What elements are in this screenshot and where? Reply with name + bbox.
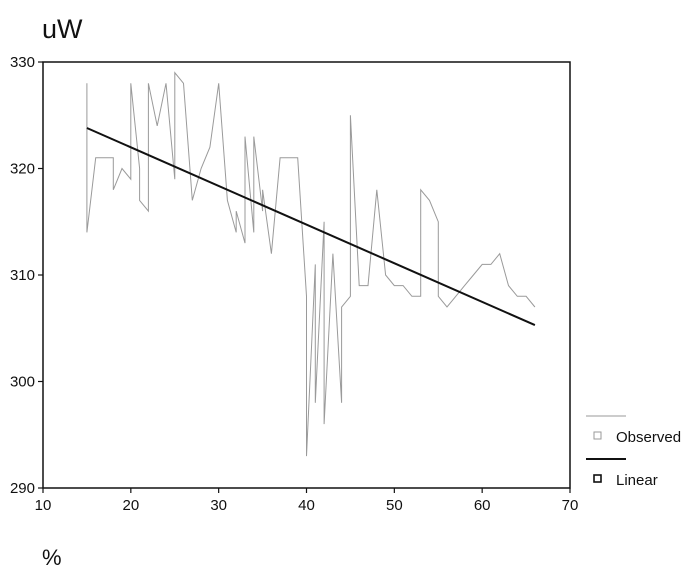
series-line-linear [86,127,536,327]
legend-marker-observed [593,431,602,440]
legend-label-linear: Linear [616,472,658,489]
series-layer [86,71,536,457]
x-tick-label: 60 [474,497,491,514]
legend: Observed Linear [586,415,681,489]
x-tick-label: 20 [122,497,139,514]
y-tick-label: 290 [10,480,35,497]
y-tick-label: 320 [10,161,35,178]
x-tick-label: 50 [386,497,403,514]
legend-label-observed: Observed [616,429,681,446]
series-line-observed [86,71,536,457]
legend-marker-linear [593,474,602,483]
x-tick-label: 30 [210,497,227,514]
y-axis-label: uW [42,14,83,44]
x-tick-label: 70 [562,497,579,514]
x-axis-label: % [42,545,62,570]
x-axis-ticks: 10 20 30 40 50 60 70 [35,488,579,514]
x-tick-label: 10 [35,497,52,514]
y-tick-label: 300 [10,374,35,391]
y-tick-label: 330 [10,54,35,71]
x-tick-label: 40 [298,497,315,514]
y-axis-ticks: 290 300 310 320 330 [10,54,43,497]
y-tick-label: 310 [10,267,35,284]
